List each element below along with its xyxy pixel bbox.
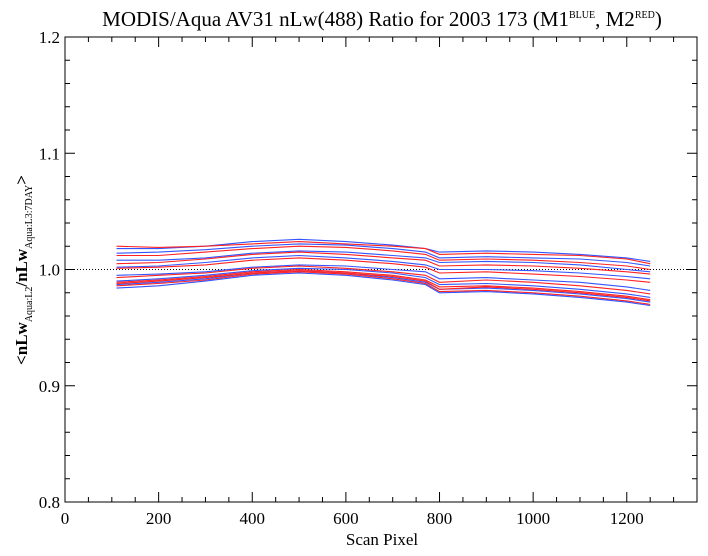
chart-title: MODIS/Aqua AV31 nLw(488) Ratio for 2003 … [102, 7, 662, 31]
series-line-11 [116, 267, 651, 298]
series-line-15 [116, 272, 651, 307]
series-line-16 [116, 270, 651, 302]
series-layer [116, 238, 651, 307]
y-tick-label: 1.1 [39, 144, 60, 163]
series-line-7 [116, 254, 651, 280]
y-tick-label: 1.0 [39, 261, 60, 280]
y-tick-label: 1.2 [39, 28, 60, 47]
series-line-4 [116, 245, 651, 271]
x-tick-label: 200 [146, 509, 172, 528]
x-tick-label: 600 [333, 509, 359, 528]
y-tick-label: 0.8 [39, 493, 60, 512]
series-line-8 [116, 257, 651, 283]
series-line-3 [116, 243, 651, 267]
series-line-14 [116, 271, 651, 305]
series-line-2 [116, 241, 651, 265]
x-tick-label: 1200 [610, 509, 644, 528]
x-axis-title: Scan Pixel [346, 530, 419, 549]
x-tick-label: 800 [427, 509, 453, 528]
series-line-12 [116, 268, 651, 301]
x-tick-label: 400 [240, 509, 266, 528]
series-line-9 [116, 264, 651, 291]
series-line-6 [116, 251, 651, 275]
series-line-13 [116, 270, 651, 303]
series-line-10 [116, 265, 651, 295]
x-tick-label: 0 [61, 509, 70, 528]
y-axis-title: <nLwAqua:L2/nLwAqua:L3:7DAY> [12, 175, 35, 365]
y-tick-label: 0.9 [39, 377, 60, 396]
axis-layer: 0 200 400 600 800 1000 1200 0.8 0.9 1.0 1.1 1.2 [39, 28, 698, 528]
x-tick-label: 1000 [516, 509, 550, 528]
series-line-5 [116, 250, 651, 273]
